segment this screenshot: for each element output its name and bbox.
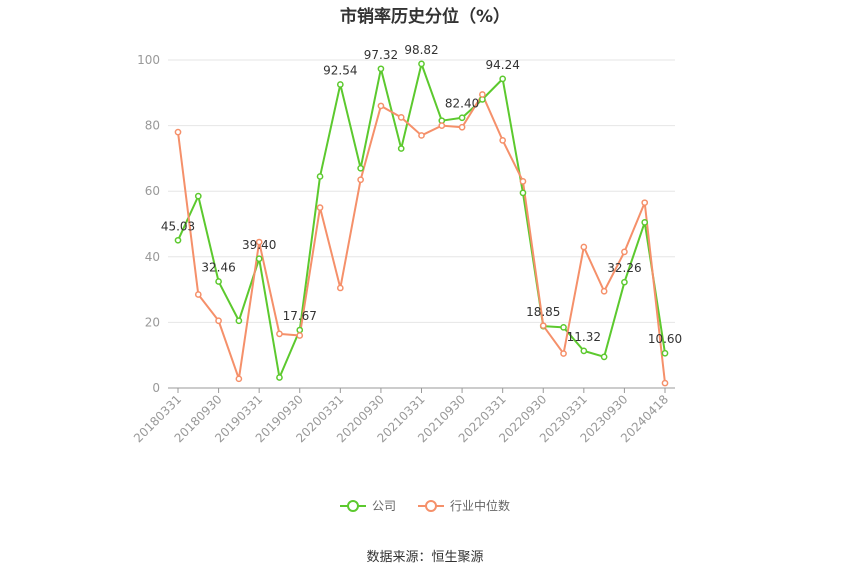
- data-point-company: [418, 60, 425, 68]
- data-label: 10.60: [648, 332, 682, 346]
- data-point-industry-median: [174, 128, 182, 136]
- data-point-industry-median: [438, 122, 446, 129]
- legend-label-company: 公司: [371, 499, 396, 513]
- data-point-company: [336, 81, 344, 88]
- data-point-company: [215, 278, 222, 285]
- data-point-industry-median: [377, 102, 385, 110]
- data-point-industry-median: [600, 287, 608, 295]
- data-point-company: [458, 114, 466, 122]
- legend-label-industry-median: 行业中位数: [450, 499, 511, 513]
- data-label: 45.03: [161, 219, 195, 233]
- data-point-industry-median: [458, 123, 466, 131]
- y-tick-label: 100: [137, 53, 160, 67]
- data-label: 97.32: [364, 48, 398, 62]
- data-point-company: [621, 278, 628, 286]
- series-lines: [174, 60, 669, 387]
- data-label: 32.26: [607, 261, 641, 275]
- data-point-company: [377, 65, 385, 73]
- data-label: 11.32: [567, 330, 601, 344]
- y-tick-label: 20: [145, 315, 160, 329]
- data-label: 92.54: [323, 63, 357, 77]
- axes: 0204060801002018033120180930201903312019…: [131, 53, 675, 445]
- data-point-industry-median: [255, 238, 263, 246]
- data-point-industry-median: [397, 114, 405, 121]
- data-label: 82.40: [445, 97, 479, 111]
- data-label: 98.82: [404, 43, 438, 57]
- data-point-company: [397, 145, 405, 152]
- data-point-company: [519, 189, 527, 197]
- y-tick-label: 60: [145, 184, 160, 198]
- legend: 公司 行业中位数: [0, 497, 850, 514]
- data-point-company: [194, 192, 202, 200]
- data-label: 94.24: [485, 58, 519, 72]
- data-labels: 45.03 32.46 39.40 17.67 92.54 97.32 98.82 82.40…: [161, 43, 682, 346]
- data-point-company: [600, 353, 608, 361]
- data-point-industry-median: [661, 379, 669, 387]
- data-point-company: [255, 255, 263, 263]
- data-point-industry-median: [357, 176, 364, 184]
- data-point-industry-median: [479, 91, 486, 98]
- data-point-industry-median: [194, 291, 202, 298]
- data-point-industry-median: [560, 350, 567, 357]
- data-point-company: [580, 347, 588, 355]
- data-label: 32.46: [201, 261, 235, 275]
- legend-swatch-industry-median: [418, 499, 444, 513]
- data-point-industry-median: [621, 248, 628, 256]
- data-point-company: [641, 219, 649, 226]
- data-point-company: [499, 75, 507, 83]
- data-point-industry-median: [539, 322, 547, 330]
- data-point-industry-median: [418, 132, 425, 139]
- data-point-company: [174, 236, 182, 244]
- data-point-industry-median: [641, 199, 649, 207]
- data-point-company: [661, 349, 669, 357]
- data-point-company: [235, 317, 243, 325]
- legend-item-industry-median[interactable]: 行业中位数: [418, 497, 510, 514]
- source-note: 数据来源：恒生聚源: [366, 550, 484, 565]
- data-point-company: [316, 173, 324, 180]
- y-tick-label: 80: [145, 119, 160, 133]
- data-point-industry-median: [215, 317, 222, 325]
- gridlines: [168, 59, 675, 323]
- data-point-company: [560, 323, 567, 331]
- data-point-company: [357, 164, 364, 172]
- y-tick-label: 0: [152, 381, 160, 395]
- data-point-industry-median: [580, 243, 588, 251]
- legend-item-company[interactable]: 公司: [339, 497, 396, 514]
- legend-swatch-company: [339, 499, 366, 513]
- y-tick-label: 40: [145, 250, 160, 264]
- data-point-industry-median: [276, 330, 283, 338]
- data-point-industry-median: [296, 332, 304, 339]
- data-point-industry-median: [235, 375, 243, 383]
- data-point-industry-median: [499, 137, 507, 144]
- data-label: 39.40: [242, 238, 276, 252]
- data-point-industry-median: [519, 178, 527, 185]
- chart-title: 市销率历史分位（%）: [339, 7, 511, 27]
- data-point-industry-median: [336, 284, 344, 292]
- data-point-industry-median: [316, 204, 324, 211]
- data-point-company: [276, 374, 283, 381]
- data-point-company: [296, 326, 304, 334]
- data-label: 17.67: [283, 309, 317, 323]
- data-label: 18.85: [526, 305, 560, 319]
